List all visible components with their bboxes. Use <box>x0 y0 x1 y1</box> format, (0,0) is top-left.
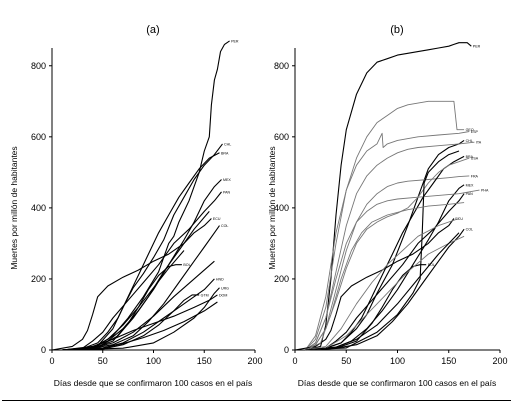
panel-a-series-line <box>62 211 210 351</box>
panel-a-series-label-per: PER <box>231 39 239 43</box>
panel-a-series-label-bra: BRA <box>221 151 229 155</box>
panel-a-x-tick-label: 150 <box>197 356 212 366</box>
panel-a-y-tick-label: 0 <box>41 345 46 355</box>
panel-a-x-tick-label: 200 <box>247 356 262 366</box>
panel-a-series-line-dom <box>62 294 218 351</box>
panel-b-xlabel: Días desde que se confirmaron 100 casos … <box>298 378 496 388</box>
panel-a-x-tick-label: 0 <box>49 356 54 366</box>
panel-b-series-label-ita: ITA <box>476 141 482 145</box>
panel-a-title: (a) <box>146 24 159 36</box>
panel-b-series-line-bol <box>305 264 427 351</box>
panel-a-series-line <box>62 301 218 351</box>
panel-b-y-tick-label: 0 <box>284 345 289 355</box>
panel-b-series-line <box>305 218 460 351</box>
panel-b-title: (b) <box>390 24 403 36</box>
panel-a-series-line-mex <box>62 179 222 351</box>
panel-b-series-label-esp: ESP <box>471 130 479 134</box>
panel-a-series-label-bol: BOL <box>183 263 190 267</box>
panel-a-series-line-ecu <box>51 218 212 351</box>
panel-a-series-line-urg <box>62 287 220 351</box>
panel-a-series-line-chl <box>62 143 223 351</box>
panel-a-series-line <box>62 260 215 351</box>
panel-b-series-line-per <box>305 42 472 351</box>
panel-b-x-tick-label: 200 <box>492 356 507 366</box>
panel-b-series-label-chl: CHL <box>466 139 473 143</box>
panel-a-series-line-per <box>62 40 230 351</box>
panel-a-y-tick-label: 400 <box>31 203 46 213</box>
panel-a-ylabel: Muertes por millón de habitantes <box>9 146 19 269</box>
panel-b-series-line <box>305 232 460 351</box>
panel-a-series-line-gtm <box>62 294 200 351</box>
panel-a-series-line <box>62 250 185 351</box>
panel-a-y-tick-label: 800 <box>31 61 46 71</box>
panel-a-series-label-mex: MEX <box>223 178 231 182</box>
panel-b-series-line-geo <box>304 100 465 351</box>
panel-b-series-line <box>305 235 465 351</box>
panel-a-series-label-urg: URG <box>221 286 229 290</box>
panel-b-series-label-pha: PHA <box>481 189 489 193</box>
panel-b-series-line-fra <box>305 175 470 351</box>
panel-b-x-tick-label: 50 <box>341 356 351 366</box>
panel-b-y-tick-label: 600 <box>274 132 289 142</box>
panel-b-series-label-bra: BRA <box>466 155 474 159</box>
panel-b-series-label-per: PER <box>473 45 481 49</box>
panel-a-x-tick-label: 50 <box>98 356 108 366</box>
panel-a-series-line-pan <box>62 191 222 351</box>
panel-b-series-label-col: COL <box>466 228 473 232</box>
panel-b-series-line-bra <box>305 155 465 351</box>
panel-b-series-line-ecu <box>294 218 455 351</box>
panel-b-x-tick-label: 100 <box>390 356 405 366</box>
panel-a-x-tick-label: 100 <box>146 356 161 366</box>
panel-b-y-tick-label: 200 <box>274 274 289 284</box>
panel-b-series-label-fra: FRA <box>471 174 479 178</box>
panel-b-x-tick-label: 150 <box>441 356 456 366</box>
panel-a-series-label-col: COL <box>221 224 228 228</box>
panel-b-series-line <box>305 202 465 351</box>
panel-b-y-tick-label: 800 <box>274 61 289 71</box>
panel-b-series-label-usa: USA <box>471 157 479 161</box>
panel-b-series-label-ecu: ECU <box>455 217 463 221</box>
panel-a-series-label-dom: DOM <box>219 293 227 297</box>
panel-a-series-line-col <box>62 225 220 351</box>
panel-a-series-label-chl: CHL <box>224 142 231 146</box>
panel-b-series-label-mex: MEX <box>466 183 474 187</box>
panel-a-series-label-gtm: GTM <box>201 293 209 297</box>
panel-a-xlabel: Días desde que se confirmaron 100 casos … <box>54 378 252 388</box>
panel-b-series-line-pan <box>305 193 465 351</box>
panel-b-y-tick-label: 400 <box>274 203 289 213</box>
panel-b-series-line-esp <box>304 131 470 351</box>
panel-a-y-tick-label: 600 <box>31 132 46 142</box>
panel-b-series-label-pan: PAN <box>466 192 474 196</box>
panel-a-series-label-pan: PAN <box>223 190 231 194</box>
bottom-rule <box>2 400 511 401</box>
panel-b-series-label-bol: BOL <box>428 263 435 267</box>
panel-b-series-line-pha <box>305 189 480 351</box>
panel-b-series-line-col <box>305 228 465 351</box>
panel-a-series-label-ecu: ECU <box>213 217 221 221</box>
panel-a-series-line-bra <box>62 152 220 351</box>
panel-a-y-tick-label: 200 <box>31 274 46 284</box>
panel-b-series-line-ita <box>305 141 475 351</box>
panel-b-x-tick-label: 0 <box>292 356 297 366</box>
panel-b-series-label-geo: GEO <box>466 128 474 132</box>
panel-b: (b) Muertes por millón de habitantes Día… <box>267 24 508 388</box>
panel-a-series-label-hnd: HND <box>216 277 224 281</box>
panel-a: (a) Muertes por millón de habitantes Día… <box>9 24 263 388</box>
panel-b-ylabel: Muertes por millón de habitantes <box>267 146 277 269</box>
panel-b-series-line <box>305 150 460 351</box>
